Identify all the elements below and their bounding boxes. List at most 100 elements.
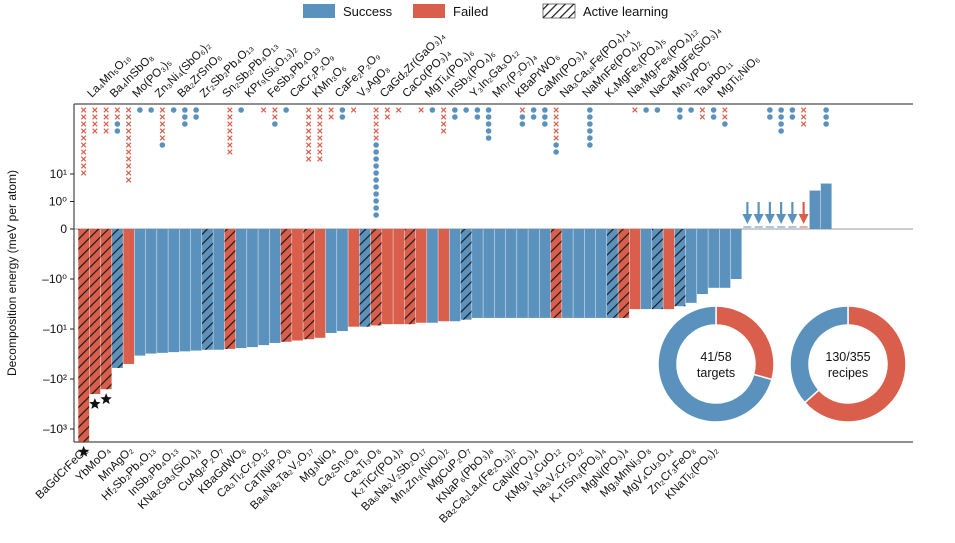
failed-recipe-marker (373, 128, 379, 134)
failed-recipe-marker (440, 121, 447, 127)
success-recipe-marker (778, 114, 784, 120)
failed-recipe-marker (317, 135, 323, 141)
bar-hatch (78, 229, 90, 442)
bar (505, 229, 517, 318)
donut-label-bottom: targets (697, 366, 735, 380)
y-tick-label: 0 (60, 222, 67, 236)
bar (314, 229, 326, 338)
success-recipe-marker (778, 107, 784, 113)
failed-recipe-marker (384, 114, 391, 120)
success-recipe-marker (789, 114, 796, 120)
success-recipe-marker (677, 107, 683, 113)
bar (820, 183, 832, 229)
failed-recipe-marker (159, 135, 166, 141)
failed-recipe-marker (722, 114, 728, 120)
success-recipe-marker (182, 114, 188, 120)
success-recipe-marker (373, 198, 379, 204)
bar (719, 229, 731, 288)
bar-arrow-head (764, 214, 775, 224)
failed-recipe-marker (305, 156, 312, 162)
axes: 10¹ 10⁰ 0 –10⁰ –10¹ –10² –10³ Decomposition ene… (5, 103, 913, 443)
success-recipe-marker (474, 114, 481, 120)
bar (325, 229, 337, 333)
bar (528, 229, 540, 318)
failed-recipe-marker (227, 121, 233, 127)
success-recipe-marker (587, 142, 593, 148)
failed-recipe-marker (227, 142, 233, 148)
failed-recipe-marker (553, 135, 559, 141)
success-recipe-marker (677, 114, 683, 120)
success-recipe-marker (373, 149, 379, 155)
bar (685, 229, 697, 303)
success-recipe-marker (137, 107, 143, 113)
bar-hatch (370, 229, 382, 326)
failed-recipe-marker (553, 128, 559, 134)
failed-recipe-marker (125, 114, 132, 120)
bar (539, 229, 551, 318)
star-marker (77, 445, 90, 457)
success-recipe-marker (485, 128, 492, 134)
bar (168, 229, 180, 353)
failed-recipe-marker (553, 107, 559, 113)
bar-arrow-head (798, 214, 809, 224)
success-recipe-marker (710, 114, 717, 120)
legend-swatch-success (303, 4, 335, 18)
failed-recipe-marker (125, 156, 132, 162)
bar-hatch (618, 229, 630, 318)
failed-recipe-marker (80, 142, 87, 148)
success-recipe-marker (373, 191, 379, 197)
failed-recipe-marker (80, 163, 87, 169)
success-recipe-marker (182, 107, 188, 113)
failed-recipe-marker (80, 107, 87, 113)
success-recipe-marker (553, 149, 559, 155)
recipe-markers (80, 107, 829, 218)
failed-recipe-marker (317, 156, 323, 162)
failed-recipe-marker (125, 121, 132, 127)
bar-hatch (202, 229, 213, 350)
bar (393, 229, 405, 325)
failed-recipe-marker (553, 114, 559, 120)
failed-recipe-marker (317, 142, 323, 148)
bar (269, 229, 281, 343)
failed-recipe-marker (159, 114, 166, 120)
bar (708, 229, 720, 288)
failed-recipe-marker (125, 128, 132, 134)
success-recipe-marker (373, 142, 379, 148)
failed-recipe-marker (125, 142, 132, 148)
success-recipe-marker (193, 114, 199, 120)
success-recipe-marker (272, 121, 278, 127)
failed-recipe-marker (328, 107, 334, 113)
failed-recipe-marker (103, 128, 109, 134)
failed-recipe-marker (800, 114, 807, 120)
success-recipe-marker (542, 107, 548, 113)
bar (663, 229, 675, 310)
failed-recipe-marker (317, 149, 323, 155)
failed-recipe-marker (103, 121, 109, 127)
success-recipe-marker (485, 107, 492, 113)
bar (247, 229, 258, 348)
failed-recipe-marker (373, 135, 379, 141)
failed-recipe-marker (553, 121, 559, 127)
failed-recipe-marker (92, 107, 98, 113)
success-recipe-marker (722, 121, 728, 127)
failed-recipe-marker (159, 121, 166, 127)
bar-hatch (100, 229, 112, 390)
success-recipe-marker (778, 121, 784, 127)
bottom-labels: BaGdCrFeO₆YbMoO₄MnAgO₂Hf₂Sb₂Pb₄O₁₃InSb₃P… (34, 444, 721, 525)
failed-recipe-marker (317, 121, 323, 127)
success-recipe-marker (553, 142, 559, 148)
success-recipe-marker (159, 142, 166, 148)
failed-recipe-marker (260, 107, 267, 113)
success-recipe-marker (823, 114, 829, 120)
star-marker (89, 398, 101, 409)
bar (629, 229, 641, 310)
failed-recipe-marker (384, 107, 391, 113)
success-recipe-marker (193, 107, 199, 113)
success-recipe-marker (530, 107, 537, 113)
bar-arrow-head (787, 214, 798, 224)
failed-recipe-marker (227, 149, 233, 155)
donut-failed-slice (803, 305, 907, 423)
success-recipe-marker (710, 107, 717, 113)
